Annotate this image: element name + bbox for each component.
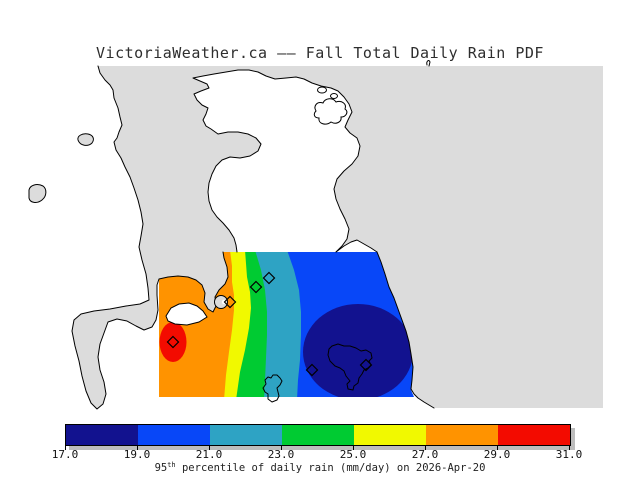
band-red-core: [159, 322, 187, 362]
tick-label: 17.0: [51, 448, 79, 461]
coastline-inlet-west: [71, 65, 229, 410]
coastline-bay-arc: [335, 239, 378, 253]
tick-mark: [65, 446, 66, 450]
coastline-peninsula: [192, 69, 361, 253]
view-royal-land-wedge: [165, 302, 208, 326]
caption-text-end: percentile of daily rain (mm/day) on 202…: [175, 462, 486, 474]
caption-superscript: th: [167, 461, 176, 469]
island-outline-shoal: [262, 374, 283, 403]
contour-field: [159, 252, 414, 397]
caption-text-start: 95: [154, 462, 168, 474]
tick-mark: [281, 446, 282, 450]
coastline-top-islet: [426, 60, 431, 67]
colorbar-segment-4: [354, 425, 426, 445]
colorbar-ticks: [65, 446, 570, 450]
lagoon-blob: [77, 133, 94, 146]
station-markers: [166, 271, 373, 377]
tick-label: 27.0: [411, 448, 439, 461]
station-marker: [305, 363, 319, 377]
tick-label: 31.0: [555, 448, 583, 461]
island-small-2: [330, 93, 338, 99]
station-marker: [166, 335, 180, 349]
colorbar-tick-labels: 17.0 19.0 21.0 23.0 25.0 27.0 29.0 31.0: [52, 448, 583, 461]
tick-label: 19.0: [123, 448, 151, 461]
tick-mark: [569, 446, 570, 450]
left-edge-water-blob: [28, 184, 47, 203]
tick-mark: [353, 446, 354, 450]
colorbar: [65, 424, 571, 446]
tick-label: 23.0: [267, 448, 295, 461]
station-marker: [249, 280, 263, 294]
tick-label: 29.0: [483, 448, 511, 461]
harbour-basin: [214, 295, 228, 309]
tick-label: 21.0: [195, 448, 223, 461]
tick-mark: [425, 446, 426, 450]
colorbar-caption: 95th percentile of daily rain (mm/day) o…: [0, 461, 640, 474]
tick-mark: [137, 446, 138, 450]
island-outline-discovery: [327, 343, 373, 391]
station-marker: [359, 358, 373, 372]
colorbar-segment-6: [498, 425, 570, 445]
colorbar-segment-2: [210, 425, 282, 445]
band-navy-core: [303, 304, 413, 397]
coastline-east: [376, 251, 435, 409]
page-title: VictoriaWeather.ca —— Fall Total Daily R…: [96, 44, 544, 62]
tick-mark: [497, 446, 498, 450]
colorbar-segment-5: [426, 425, 498, 445]
station-marker: [223, 295, 237, 309]
tick-mark: [209, 446, 210, 450]
island-sidney: [313, 98, 348, 125]
water-body: [72, 66, 603, 409]
island-small-1: [317, 86, 327, 94]
station-marker: [262, 271, 276, 285]
colorbar-segment-3: [282, 425, 354, 445]
colorbar-segment-0: [66, 425, 138, 445]
tick-label: 25.0: [339, 448, 367, 461]
colorbar-segment-1: [138, 425, 210, 445]
